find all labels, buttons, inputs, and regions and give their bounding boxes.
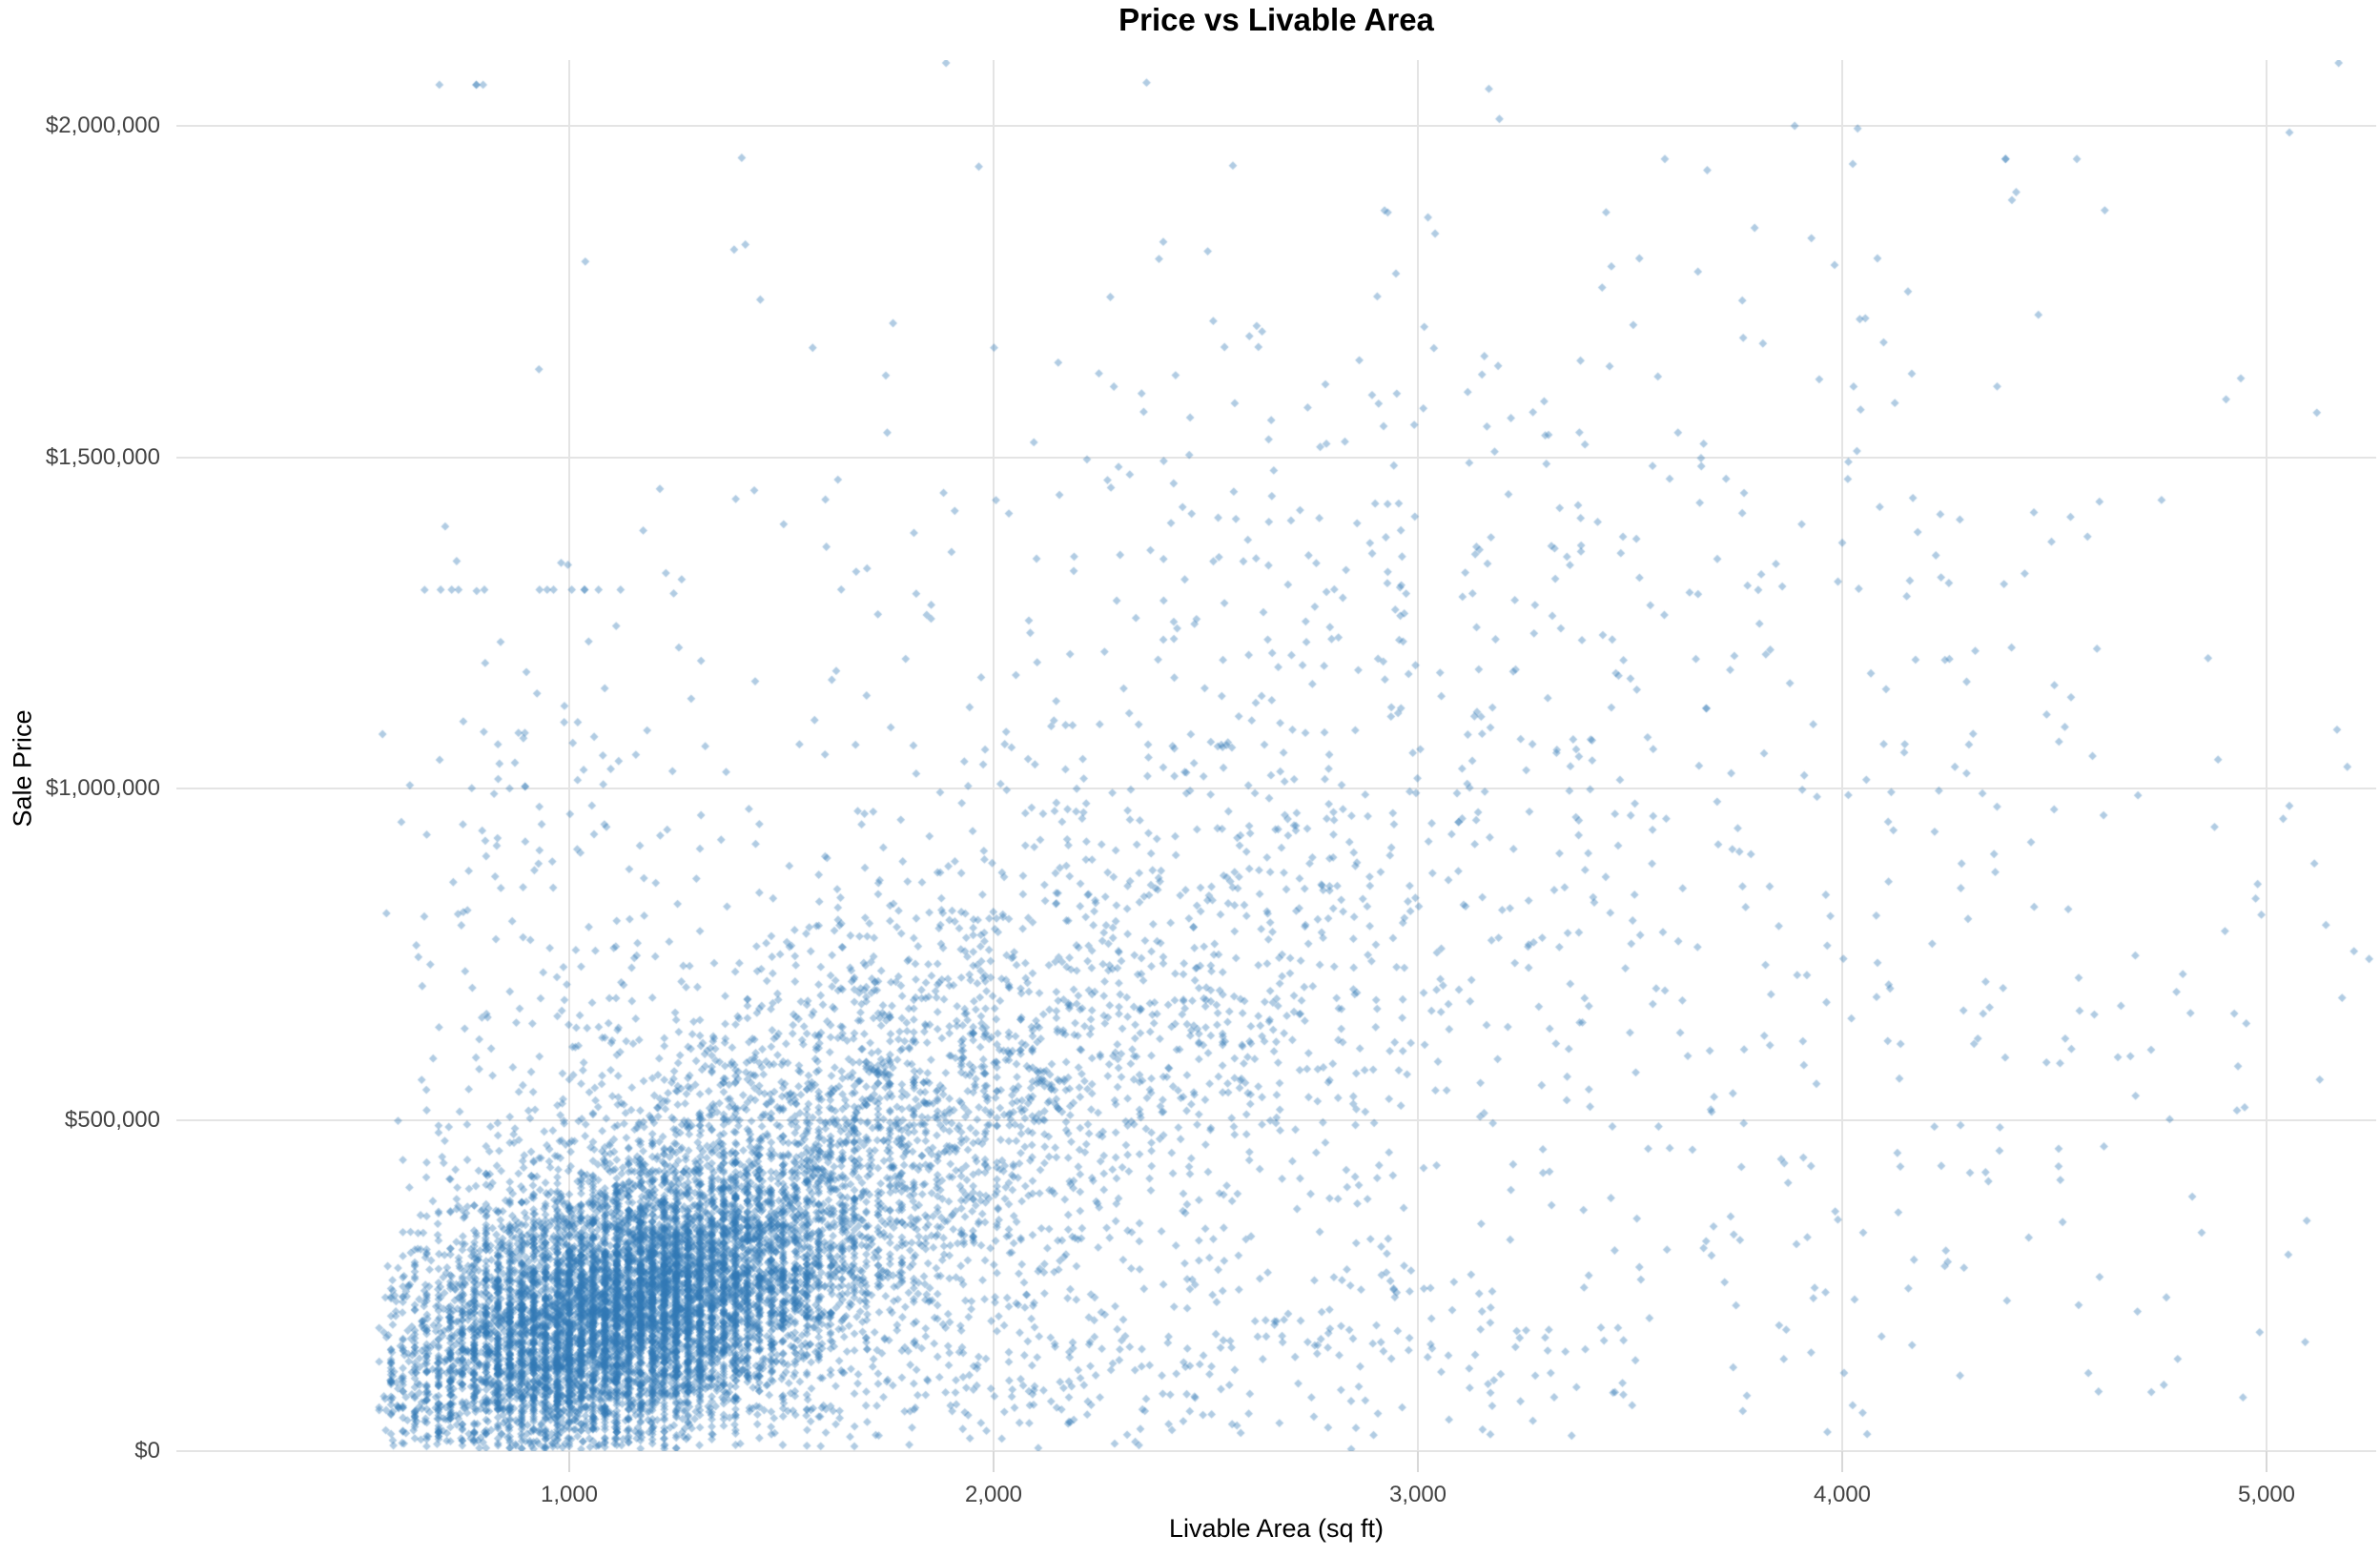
x-tick-mark	[1417, 1451, 1419, 1472]
x-tick-mark	[993, 1451, 995, 1472]
x-tick-label: 4,000	[1813, 1482, 1872, 1507]
y-tick-label: $2,000,000	[45, 113, 160, 138]
y-tick-label: $500,000	[64, 1106, 160, 1133]
x-tick-mark	[2266, 1451, 2267, 1472]
x-tick-label: 3,000	[1388, 1482, 1447, 1507]
y-tick-label: $1,000,000	[45, 775, 160, 801]
x-tick-mark	[568, 1451, 570, 1472]
x-tick-mark	[1841, 1451, 1843, 1472]
x-tick-label: 5,000	[2237, 1482, 2296, 1507]
y-tick-label: $1,500,000	[45, 443, 160, 470]
gridline-horizontal	[176, 1450, 2376, 1452]
x-tick-label: 2,000	[964, 1482, 1023, 1507]
y-axis-title: Sale Price	[8, 709, 37, 828]
chart-title: Price vs Livable Area	[1118, 2, 1434, 37]
x-tick-label: 1,000	[540, 1482, 599, 1507]
x-axis-title: Livable Area (sq ft)	[1168, 1514, 1385, 1543]
scatter-points-canvas	[176, 60, 2376, 1451]
y-tick-label: $0	[134, 1438, 160, 1464]
